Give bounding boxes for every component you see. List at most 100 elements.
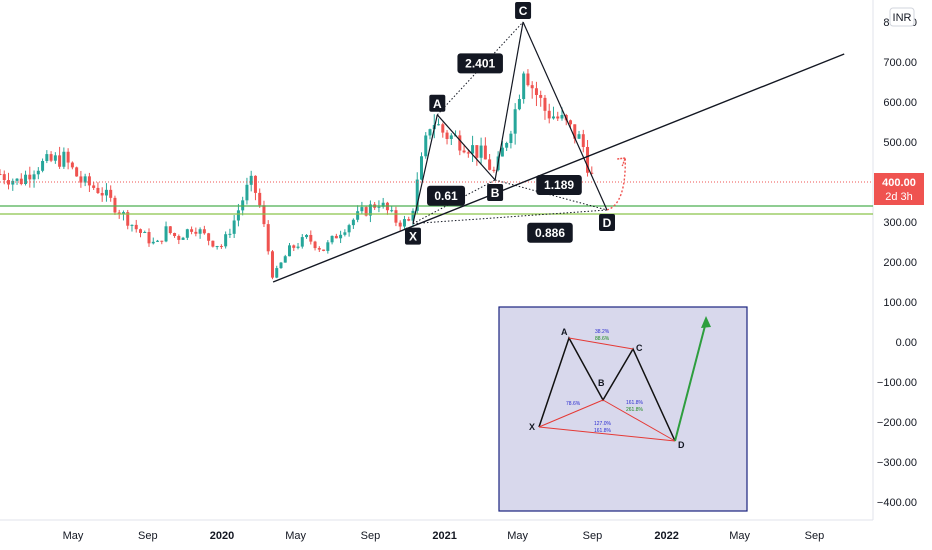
current-price-badge: 400.00 2d 3h [874,173,924,205]
candle-body [202,229,206,234]
candle-body [121,212,125,215]
time-axis[interactable]: May Sep 2020 May Sep 2021 May Sep 2022 May Sep [63,530,825,542]
candle-body [526,73,530,86]
candle-body [551,116,555,119]
candle-body [168,226,172,234]
candle-body [581,134,585,147]
price-tick-label: 700.00 [883,57,917,69]
ratio-badge [536,175,582,195]
candle-body [402,219,406,227]
inset-bc-ratio-1: 161.8% [626,400,644,406]
inset-ab-ratio-1: 38.2% [595,329,610,335]
candle-body [11,180,15,185]
candle-body [58,155,62,167]
pattern-leg [436,114,496,181]
candle-body [586,146,590,173]
candle-body [36,170,40,175]
candle-body [236,210,240,221]
candle-body [364,207,368,216]
candle-body [160,240,164,242]
candle-body [45,154,49,161]
current-price-value: 400.00 [882,177,916,189]
pattern-point-label: X [409,230,417,244]
price-axis[interactable]: 800.00700.00600.00500.00400.00300.00200.… [877,17,917,509]
harmonic-pattern-inset: X A B C D 38.2% 88.6% 78.6% 161.8% 261.8… [498,306,748,512]
pattern-leg [412,114,438,224]
candle-body [351,219,355,226]
price-tick-label: 300.00 [883,217,917,229]
candle-body [517,99,521,110]
inset-ab-ratio-2: 88.6% [595,336,610,342]
candle-body [126,212,130,226]
candle-body [130,224,134,226]
candle-body [368,204,372,216]
candle-body [32,174,36,180]
candle-body [347,225,351,233]
time-tick-label: May [507,530,528,542]
candle-body [377,206,381,208]
time-tick-label: 2021 [432,530,456,542]
pattern-leg [522,21,608,211]
candle-body [219,246,223,248]
pattern-point-badge [599,214,616,231]
candle-body [79,176,83,183]
pattern-point-label: B [491,186,500,200]
inset-bc-ratio-2: 261.8% [626,407,644,413]
candle-body [356,211,360,220]
ratio-badge-label: 1.189 [544,178,574,192]
candle-body [415,179,419,211]
candle-body [266,224,270,252]
projection-arrow-head [617,157,627,167]
candles-group [0,69,594,280]
candle-body [96,187,100,193]
candle-body [334,235,338,239]
candle-body [381,202,385,207]
time-tick-label: Sep [138,530,158,542]
time-tick-label: Sep [805,530,825,542]
candle-body [471,145,475,154]
candle-body [7,180,11,185]
candle-body [360,207,364,212]
candle-body [207,233,211,241]
ratio-badge [457,53,503,74]
candle-body [173,233,177,237]
candle-body [466,152,470,154]
price-tick-label: 100.00 [883,297,917,309]
candle-body [313,241,317,249]
candle-body [539,94,543,98]
ratio-badge-label: 2.401 [465,56,495,70]
drawings-group: X A B C D 2.401 0.61 0.886 1.189 [0,2,873,283]
candle-body [411,210,415,221]
time-tick-label: 2020 [210,530,234,542]
inset-point-c: C [636,343,643,353]
candle-body [475,145,479,158]
candle-body [449,135,453,139]
candle-body [109,189,113,198]
candle-body [224,234,228,247]
currency-badge[interactable]: INR [889,7,915,27]
candle-body [190,229,194,232]
candle-body [437,124,441,126]
price-tick-label: 200.00 [883,257,917,269]
pattern-leg [494,21,524,181]
candle-body [488,159,492,170]
candle-body [556,116,560,119]
candle-body [75,167,79,177]
candle-body [462,150,466,153]
pattern-point-badge [404,227,421,245]
candle-body [590,172,594,174]
candle-body [317,248,321,250]
candle-body [245,184,249,201]
time-tick-label: May [729,530,750,542]
pattern-point-label: D [603,216,612,230]
candle-body [398,222,402,227]
candle-body [288,245,292,257]
candle-body [24,174,28,185]
candle-body [28,174,32,180]
candle-body [292,245,296,248]
candle-body [300,237,304,247]
candle-body [87,176,91,186]
candle-body [309,234,313,242]
candle-body [100,192,104,196]
